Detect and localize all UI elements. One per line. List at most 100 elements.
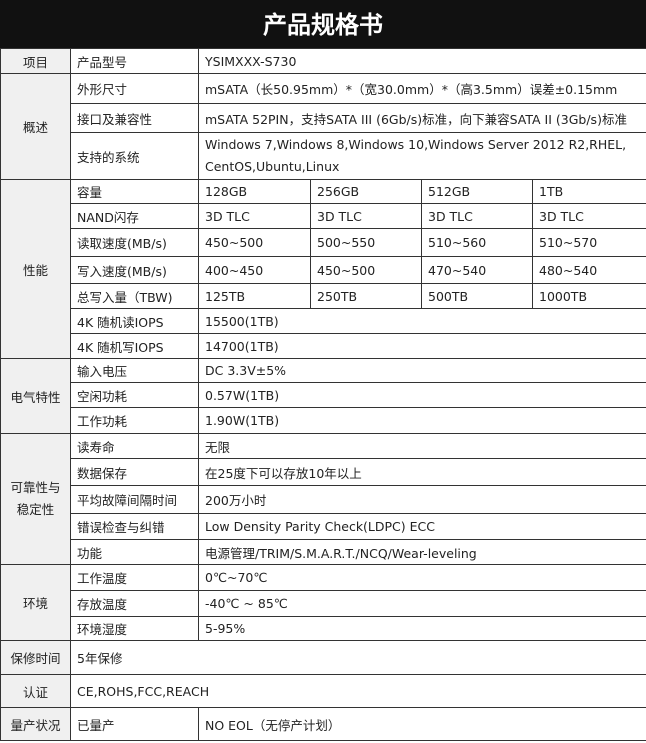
row-key: 外形尺寸 (70, 73, 199, 104)
capacity-value: 470~540 (421, 256, 533, 284)
section-label: 可靠性与 稳定性 (0, 433, 71, 565)
row-key: 工作功耗 (70, 407, 199, 434)
row-value: 14700(1TB) (197, 333, 646, 359)
table-row: NAND闪存 3D TLC 3D TLC 3D TLC 3D TLC (1, 203, 646, 229)
capacity-value: 3D TLC (531, 203, 646, 229)
row-key: 空闲功耗 (70, 382, 199, 408)
capacity-value: 400~450 (198, 256, 311, 284)
capacity-value: 450~500 (310, 256, 422, 284)
row-key: 读寿命 (70, 433, 199, 459)
table-row: 概述 外形尺寸 mSATA（长50.95mm）*（宽30.0mm）*（高3.5mm）… (0, 73, 646, 180)
row-value: -40℃ ~ 85℃ (197, 590, 646, 617)
row-key: 错误检查与纠错 (70, 513, 199, 540)
capacity-value: 480~540 (531, 256, 646, 284)
table-row: 环境湿度 5-95% (1, 616, 646, 641)
page-title: 产品规格书 (0, 0, 646, 48)
table-row: 可靠性与 稳定性 读寿命 无限 (0, 433, 646, 565)
table-row: 支持的系统 Windows 7,Windows 8,Windows 10,Wind… (1, 132, 646, 180)
section-label: 环境 (0, 564, 71, 641)
capacity-value: 510~570 (531, 228, 646, 257)
row-key: 输入电压 (70, 358, 199, 383)
row-key: 写入速度(MB/s) (70, 256, 199, 284)
section-label: 概述 (0, 73, 71, 180)
table-row: 环境 工作温度 0℃~70℃ (0, 564, 646, 641)
table-row: 保修时间 5年保修 (0, 640, 646, 675)
capacity-value: 125TB (198, 283, 311, 309)
row-value: 15500(1TB) (197, 308, 646, 334)
section-label: 认证 (0, 674, 71, 708)
section-label: 量产状况 (0, 707, 71, 741)
table-row: 电气特性 输入电压 DC 3.3V±5% (0, 358, 646, 434)
table-row: 总写入量（TBW) 125TB 250TB 500TB 1000TB (1, 283, 646, 309)
row-value: 无限 (197, 433, 646, 459)
row-key: 读取速度(MB/s) (70, 228, 199, 257)
table-row: 平均故障间隔时间 200万小时 (1, 485, 646, 514)
table-row: 写入速度(MB/s) 400~450 450~500 470~540 480~540 (1, 256, 646, 284)
row-key: 总写入量（TBW) (70, 283, 199, 309)
row-key: 功能 (70, 539, 199, 565)
table-row: 认证 CE,ROHS,FCC,REACH (0, 674, 646, 708)
table-row: 量产状况 已量产 NO EOL（无停产计划） (0, 707, 646, 741)
row-key: 支持的系统 (70, 132, 199, 180)
row-value: 1.90W(1TB) (197, 407, 646, 434)
row-value: 0℃~70℃ (197, 564, 646, 591)
capacity-value: 3D TLC (198, 203, 311, 229)
row-value: DC 3.3V±5% (197, 358, 646, 383)
table-row: 功能 电源管理/TRIM/S.M.A.R.T./NCQ/Wear-leveling (1, 539, 646, 565)
row-key: 存放温度 (70, 590, 199, 617)
row-value: YSIMXXX-S730 (197, 48, 646, 74)
row-key: NAND闪存 (70, 203, 199, 229)
row-key: 平均故障间隔时间 (70, 485, 199, 514)
row-value: mSATA（长50.95mm）*（宽30.0mm）*（高3.5mm）误差±0.1… (197, 73, 646, 104)
table-row: 存放温度 -40℃ ~ 85℃ (1, 590, 646, 617)
row-key: 工作温度 (70, 564, 199, 591)
capacity-value: 1TB (531, 179, 646, 204)
table-row: 接口及兼容性 mSATA 52PIN，支持SATA III (6Gb/s)标准，向… (1, 103, 646, 133)
capacity-value: 3D TLC (310, 203, 422, 229)
row-value: 0.57W(1TB) (197, 382, 646, 408)
row-key: 环境湿度 (70, 616, 199, 641)
row-key: 容量 (70, 179, 199, 204)
section-label-line: 稳定性 (16, 502, 55, 517)
capacity-value: 3D TLC (421, 203, 533, 229)
row-value: 在25度下可以存放10年以上 (197, 458, 646, 486)
table-row: 4K 随机写IOPS 14700(1TB) (1, 333, 646, 359)
section-label: 电气特性 (0, 358, 71, 434)
row-key: 已量产 (70, 707, 199, 741)
section-label-line: 可靠性与 (10, 480, 61, 495)
row-value: Low Density Parity Check(LDPC) ECC (197, 513, 646, 540)
capacity-value: 512GB (421, 179, 533, 204)
section-label: 项目 (0, 48, 71, 74)
section-label: 性能 (0, 179, 71, 359)
row-key: 数据保存 (70, 458, 199, 486)
table-row: 错误检查与纠错 Low Density Parity Check(LDPC) EC… (1, 513, 646, 540)
row-value: 电源管理/TRIM/S.M.A.R.T./NCQ/Wear-leveling (197, 539, 646, 565)
row-key: 产品型号 (70, 48, 199, 74)
capacity-value: 250TB (310, 283, 422, 309)
table-row: 4K 随机读IOPS 15500(1TB) (1, 308, 646, 334)
row-key: 4K 随机写IOPS (70, 333, 199, 359)
row-value: mSATA 52PIN，支持SATA III (6Gb/s)标准，向下兼容SAT… (197, 103, 646, 133)
row-value: 5-95% (197, 616, 646, 641)
row-value: Windows 7,Windows 8,Windows 10,Windows S… (197, 132, 646, 180)
row-value: CE,ROHS,FCC,REACH (69, 674, 646, 708)
row-key: 4K 随机读IOPS (70, 308, 199, 334)
spec-table: 项目 产品型号 YSIMXXX-S730 概述 外形尺寸 mSATA（长50.95mm）*… (0, 48, 646, 741)
capacity-value: 256GB (310, 179, 422, 204)
capacity-value: 500TB (421, 283, 533, 309)
capacity-value: 450~500 (198, 228, 311, 257)
row-value: 200万小时 (197, 485, 646, 514)
table-row: 空闲功耗 0.57W(1TB) (1, 382, 646, 408)
row-value: 5年保修 (69, 640, 646, 675)
capacity-value: 128GB (198, 179, 311, 204)
capacity-value: 1000TB (531, 283, 646, 309)
table-row: 读取速度(MB/s) 450~500 500~550 510~560 510~570 (1, 228, 646, 257)
table-row: 工作功耗 1.90W(1TB) (1, 407, 646, 434)
section-label: 保修时间 (0, 640, 71, 675)
row-value: NO EOL（无停产计划） (197, 707, 646, 741)
table-row: 数据保存 在25度下可以存放10年以上 (1, 458, 646, 486)
table-row: 项目 产品型号 YSIMXXX-S730 (0, 48, 646, 74)
capacity-value: 510~560 (421, 228, 533, 257)
capacity-value: 500~550 (310, 228, 422, 257)
